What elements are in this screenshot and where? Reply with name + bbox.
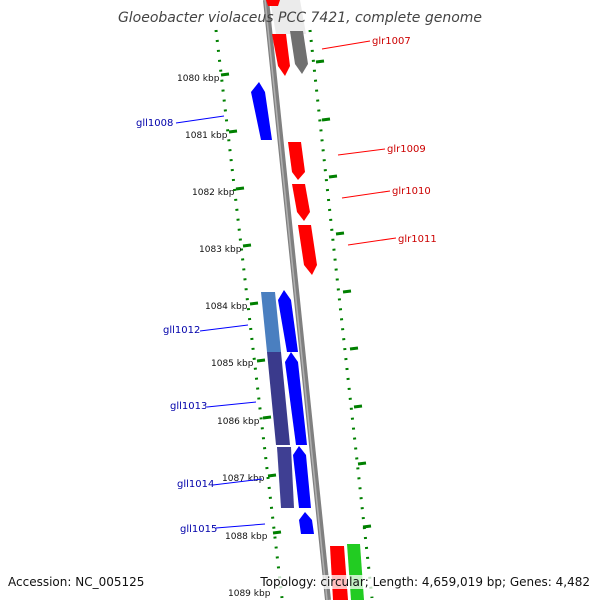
scale-label: 1087 kbp [222, 474, 265, 484]
scale-labels: 1080 kbp 1081 kbp 1082 kbp 1083 kbp 1084… [177, 74, 271, 599]
light-blue-region [261, 292, 281, 352]
map-title: Gloeobacter violaceus PCC 7421, complete… [117, 10, 483, 26]
gene-label-glr1010[interactable]: glr1010 [392, 186, 431, 197]
gene-gll1008-arrow [251, 82, 272, 140]
major-tick [342, 289, 352, 294]
gene-label-glr1007[interactable]: glr1007 [372, 36, 411, 47]
gene-gll1015-arrow [299, 512, 314, 534]
major-tick [349, 346, 359, 351]
major-tick [249, 301, 259, 306]
faded-region [270, 0, 306, 34]
major-tick [228, 129, 238, 134]
leader-glr1011 [347, 237, 397, 246]
gene-label-gll1015[interactable]: gll1015 [180, 524, 217, 535]
major-tick [353, 404, 363, 409]
gene-label-gll1012[interactable]: gll1012 [163, 325, 200, 336]
gene-glr1007-arrow [272, 34, 290, 76]
scale-ticks [214, 29, 374, 599]
gene-glr1011-arrow [298, 225, 317, 275]
major-tick [335, 231, 345, 236]
major-tick [357, 461, 367, 466]
major-tick [362, 524, 372, 529]
gene-labels: glr1007 glr1009 glr1010 glr1011 gll1008 … [136, 36, 437, 535]
backbone [263, 0, 331, 600]
gene-label-gll1014[interactable]: gll1014 [177, 479, 214, 490]
gene-label-gll1008[interactable]: gll1008 [136, 118, 173, 129]
major-tick [321, 117, 331, 122]
gene-gll1014-arrow [293, 446, 311, 508]
dark-blue-region [267, 352, 290, 445]
major-tick [315, 59, 325, 64]
gene-bottom-green-arrow [347, 544, 364, 600]
leader-gll1014 [212, 478, 263, 486]
gene-glr1010-arrow [292, 184, 310, 221]
scale-label: 1083 kbp [199, 245, 242, 255]
major-tick [267, 473, 277, 478]
leader-gll1012 [199, 324, 249, 332]
scale-label: 1080 kbp [177, 74, 220, 84]
gene-glr1009-arrow [288, 142, 305, 180]
scale-label: 1081 kbp [185, 131, 228, 141]
scale-label: 1085 kbp [211, 359, 254, 369]
minus-strand-genes [251, 82, 314, 534]
scale-label: 1082 kbp [192, 188, 235, 198]
gene-gll1012-arrow [278, 290, 298, 352]
leader-gll1008 [175, 115, 225, 124]
scale-label: 1086 kbp [217, 417, 260, 427]
region-blocks [261, 292, 294, 508]
genome-backbone [263, 0, 331, 600]
gene-label-glr1011[interactable]: glr1011 [398, 234, 437, 245]
label-leaders [175, 40, 397, 529]
gene-bottom-red-arrow [330, 546, 348, 600]
dark-blue-region [277, 447, 294, 508]
leader-gll1015 [215, 523, 266, 529]
leader-glr1007 [321, 40, 371, 50]
major-tick [256, 358, 266, 363]
scale-label: 1088 kbp [225, 532, 268, 542]
scale-label: 1084 kbp [205, 302, 248, 312]
leader-gll1013 [206, 401, 257, 408]
major-tick [242, 243, 252, 248]
genome-backbone-highlight [264, 0, 328, 600]
major-tick [262, 415, 272, 420]
major-tick [235, 186, 245, 191]
major-tick [272, 530, 282, 535]
topology-text: Topology: circular; Length: 4,659,019 bp… [260, 575, 590, 589]
gene-label-gll1013[interactable]: gll1013 [170, 401, 207, 412]
gene-label-glr1009[interactable]: glr1009 [387, 144, 426, 155]
leader-glr1010 [341, 190, 391, 199]
gene-pseudo-arrow [290, 31, 308, 74]
major-tick [220, 72, 230, 77]
scale-label: 1089 kbp [228, 589, 271, 599]
gene-glr1006-arrow [266, 0, 280, 6]
gene-gll1013-arrow [285, 352, 307, 445]
accession-text: Accession: NC_005125 [8, 575, 145, 589]
major-tick [328, 174, 338, 179]
leader-glr1009 [337, 148, 386, 156]
